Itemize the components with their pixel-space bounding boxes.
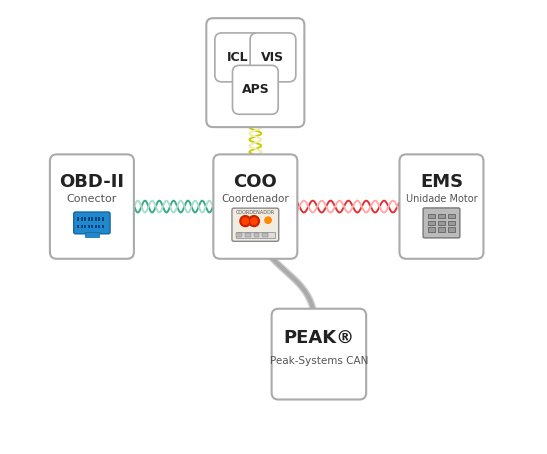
Text: Conector: Conector: [67, 194, 117, 204]
Bar: [263, 232, 268, 237]
Bar: [449, 221, 455, 225]
Bar: [91, 225, 93, 228]
Bar: [438, 227, 445, 232]
Circle shape: [242, 218, 248, 224]
Text: ICL: ICL: [227, 51, 248, 64]
FancyBboxPatch shape: [50, 154, 134, 259]
Text: VIS: VIS: [261, 51, 284, 64]
Bar: [88, 225, 90, 228]
Bar: [98, 225, 100, 228]
Bar: [449, 227, 455, 232]
Bar: [91, 217, 93, 221]
Bar: [428, 227, 435, 232]
Bar: [438, 214, 445, 218]
Circle shape: [265, 217, 271, 223]
Circle shape: [240, 216, 251, 227]
FancyBboxPatch shape: [232, 208, 279, 241]
Bar: [84, 217, 86, 221]
Text: OBD-II: OBD-II: [60, 173, 124, 191]
Bar: [102, 225, 104, 228]
Text: Coordenador: Coordenador: [222, 194, 289, 204]
FancyBboxPatch shape: [74, 212, 110, 234]
Bar: [77, 225, 79, 228]
Bar: [98, 217, 100, 221]
FancyBboxPatch shape: [250, 33, 296, 82]
Text: COO: COO: [234, 173, 277, 191]
FancyBboxPatch shape: [272, 309, 366, 400]
FancyBboxPatch shape: [423, 208, 460, 238]
Text: PEAK®: PEAK®: [283, 329, 354, 347]
Circle shape: [248, 216, 259, 227]
Bar: [245, 232, 251, 237]
FancyBboxPatch shape: [213, 154, 298, 259]
Bar: [85, 232, 98, 237]
Text: Unidade Motor: Unidade Motor: [406, 194, 478, 204]
Bar: [81, 225, 83, 228]
Bar: [428, 214, 435, 218]
Bar: [449, 214, 455, 218]
Bar: [95, 225, 97, 228]
FancyBboxPatch shape: [215, 33, 260, 82]
Text: COORDENADOR: COORDENADOR: [236, 210, 275, 216]
Bar: [236, 232, 275, 238]
Bar: [236, 232, 242, 237]
Bar: [81, 217, 83, 221]
Text: EMS: EMS: [420, 173, 463, 191]
Bar: [438, 221, 445, 225]
FancyBboxPatch shape: [206, 18, 304, 127]
Text: APS: APS: [241, 83, 269, 96]
Bar: [95, 217, 97, 221]
Circle shape: [251, 218, 257, 224]
Bar: [88, 217, 90, 221]
Bar: [428, 221, 435, 225]
Text: Peak-Systems CAN: Peak-Systems CAN: [270, 356, 368, 366]
Bar: [254, 232, 259, 237]
Bar: [77, 217, 79, 221]
Bar: [102, 217, 104, 221]
Bar: [84, 225, 86, 228]
FancyBboxPatch shape: [232, 65, 278, 114]
FancyBboxPatch shape: [399, 154, 484, 259]
